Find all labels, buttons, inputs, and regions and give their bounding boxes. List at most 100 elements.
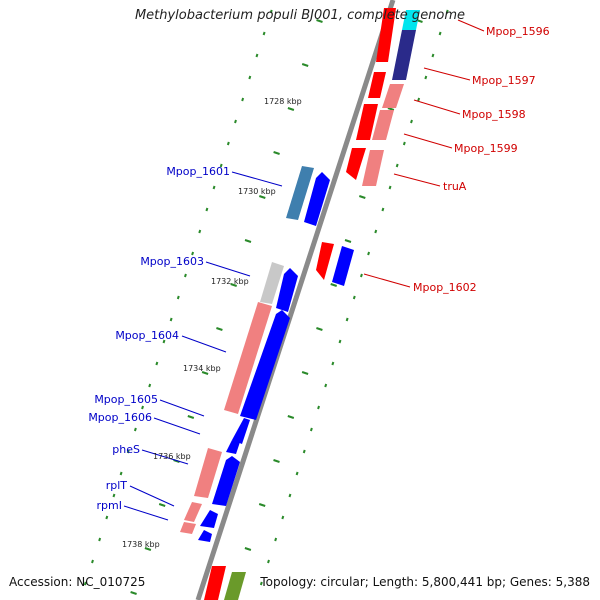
cds-forward-bottom-olive xyxy=(224,572,246,600)
cds-forward-mpop-1599 xyxy=(346,148,366,180)
guide-dot xyxy=(424,75,428,80)
cds-forward-mpop-1597-a xyxy=(368,72,386,98)
cds-reverse-mpop-1601-blue xyxy=(304,172,330,226)
cds-reverse-mpop-1605 xyxy=(232,418,250,444)
scale-label-1734: 1734 kbp xyxy=(183,364,221,373)
cds-reverse-rplt-blue xyxy=(200,510,218,528)
gene-label-mpop-1601: Mpop_1601 xyxy=(166,165,230,178)
guide-dot xyxy=(274,537,278,542)
guide-dot xyxy=(184,273,187,278)
accession-text: Accession: NC_010725 xyxy=(9,575,146,589)
cds-forward-mpop-1598-b xyxy=(372,110,394,140)
scale-tick xyxy=(187,415,195,419)
scale-tick xyxy=(301,63,309,67)
cds-reverse-mpop-1606 xyxy=(226,440,240,454)
cds-reverse-phes-blue xyxy=(212,456,240,506)
cds-reverse-mpop-1601-steel xyxy=(286,166,314,220)
scale-tick xyxy=(144,547,152,551)
scale-tick xyxy=(273,459,280,463)
feature-cyan xyxy=(402,10,420,30)
guide-dot xyxy=(133,427,137,432)
guide-dot xyxy=(281,515,285,520)
gene-label-rpmi: rpmI xyxy=(97,499,122,512)
gene-label-mpop-1597: Mpop_1597 xyxy=(472,74,536,87)
guide-dot xyxy=(352,295,356,300)
cds-forward-mpop-1597-b xyxy=(382,84,404,108)
guide-dot xyxy=(198,229,202,234)
gene-label-mpop-1603: Mpop_1603 xyxy=(140,255,204,268)
scale-label-1736: 1736 kbp xyxy=(153,452,191,461)
cds-forward-mpop-1596 xyxy=(376,8,396,62)
gene-label-trua: truA xyxy=(443,180,467,193)
forward-label-leaders xyxy=(363,19,485,288)
cds-forward-trua xyxy=(362,150,384,186)
scale-tick xyxy=(216,327,223,331)
guide-dot xyxy=(309,427,313,432)
guide-dot xyxy=(381,207,385,212)
guide-dot xyxy=(105,515,109,520)
scale-label-1728: 1728 kbp xyxy=(264,97,302,106)
guide-dot xyxy=(331,361,335,366)
scale-tick xyxy=(130,591,137,595)
cds-reverse-rpmi-pink xyxy=(180,522,196,534)
guide-dot xyxy=(259,581,263,586)
scale-tick xyxy=(287,107,295,111)
gene-label-phes: pheS xyxy=(112,443,140,456)
guide-dot xyxy=(234,119,237,124)
guide-dot xyxy=(417,97,421,102)
gene-label-mpop-1599: Mpop_1599 xyxy=(454,142,518,155)
guide-dot xyxy=(255,53,259,58)
gene-label-mpop-1602: Mpop_1602 xyxy=(413,281,477,294)
guide-dot xyxy=(395,163,399,168)
guide-dot xyxy=(176,295,180,300)
guide-dot xyxy=(226,141,230,146)
genome-backbone xyxy=(195,0,396,600)
guide-dot xyxy=(169,317,173,322)
dotted-guide-tracks xyxy=(83,9,449,586)
cds-forward-mpop-1598 xyxy=(356,104,378,140)
gene-label-mpop-1596: Mpop_1596 xyxy=(486,25,550,38)
scale-tick xyxy=(273,151,280,155)
guide-dot xyxy=(112,493,116,498)
guide-dot xyxy=(410,119,413,124)
cds-reverse-mpop-1604-pink xyxy=(224,302,272,414)
cds-reverse-phes-pink xyxy=(194,448,222,498)
guide-dot xyxy=(367,251,371,256)
guide-dot xyxy=(338,339,342,344)
scale-tick xyxy=(230,283,238,287)
guide-dot xyxy=(360,273,363,278)
map-title: Methylobacterium populi BJ001, complete … xyxy=(134,8,466,23)
reverse-gene-labels: Mpop_1601 Mpop_1603 Mpop_1604 Mpop_1605 … xyxy=(88,165,230,512)
scale-tick xyxy=(244,239,252,243)
cds-forward-mpop-1602-red xyxy=(316,242,334,280)
guide-dot xyxy=(402,141,406,146)
guide-dot xyxy=(191,251,195,256)
scale-tick xyxy=(258,195,266,199)
guide-dot xyxy=(126,449,130,454)
guide-dot xyxy=(295,471,299,476)
gene-label-mpop-1606: Mpop_1606 xyxy=(88,411,152,424)
scale-tick xyxy=(287,415,295,419)
scale-tick xyxy=(330,283,338,287)
guide-dot xyxy=(317,405,320,410)
guide-dot xyxy=(162,339,166,344)
reverse-label-leaders xyxy=(123,171,283,521)
guide-dot xyxy=(269,9,273,14)
guide-dot xyxy=(374,229,378,234)
forward-gene-labels: Mpop_1596 Mpop_1597 Mpop_1598 Mpop_1599 … xyxy=(413,25,550,294)
cds-reverse-mpop-1603-gray xyxy=(260,262,284,304)
guide-dot xyxy=(241,97,245,102)
gene-label-mpop-1604: Mpop_1604 xyxy=(115,329,179,342)
guide-dot xyxy=(262,31,266,36)
guide-dot xyxy=(324,383,328,388)
guide-dot xyxy=(345,317,349,322)
guide-dot xyxy=(148,383,152,388)
scale-tick xyxy=(201,371,209,375)
scale-tick xyxy=(316,19,323,23)
reverse-features xyxy=(180,166,330,542)
gene-label-mpop-1605: Mpop_1605 xyxy=(94,393,158,406)
scale-tick xyxy=(158,503,166,507)
guide-dot xyxy=(438,31,442,36)
scale-tick xyxy=(387,107,395,111)
guide-dot xyxy=(248,75,252,80)
